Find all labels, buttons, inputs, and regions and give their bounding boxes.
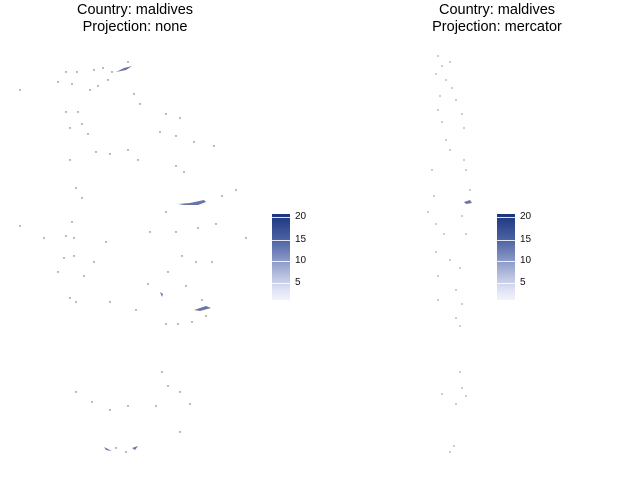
legend-tick-label: 5: [520, 277, 526, 288]
legend-tick-label: 20: [295, 211, 307, 222]
legend-gradient-bar: [497, 214, 515, 300]
maldives-map-none: [19, 61, 247, 453]
panel-title-country: Country: maldives: [76, 2, 194, 18]
map-panel-none: Country: maldives Projection: none: [0, 2, 306, 453]
color-legend: 20 15 10 5: [272, 211, 332, 304]
atoll-dots: [427, 55, 471, 453]
panel-title-country: Country: maldives: [438, 2, 556, 18]
panel-title: Country: maldives Projection: mercator: [362, 2, 632, 36]
legend-tick-label: 15: [520, 234, 532, 245]
panel-title-projection: Projection: none: [82, 19, 188, 35]
legend-tick-label: 5: [295, 277, 301, 288]
island-shapes: [104, 66, 211, 451]
island-shapes: [464, 200, 472, 204]
color-legend: 20 15 10 5: [497, 211, 557, 304]
legend-tick-label: 20: [520, 211, 532, 222]
atoll-dots: [19, 61, 247, 453]
map-panel-mercator: Country: maldives Projection: mercator 2…: [320, 0, 640, 480]
maldives-map-mercator: [427, 55, 472, 453]
panel-title-projection: Projection: mercator: [432, 19, 562, 35]
legend-gradient-bar: [272, 214, 290, 300]
legend-tick-label: 10: [520, 255, 532, 266]
legend-tick-label: 10: [295, 255, 307, 266]
panel-title: Country: maldives Projection: none: [0, 2, 270, 36]
legend-tick-label: 15: [295, 234, 307, 245]
